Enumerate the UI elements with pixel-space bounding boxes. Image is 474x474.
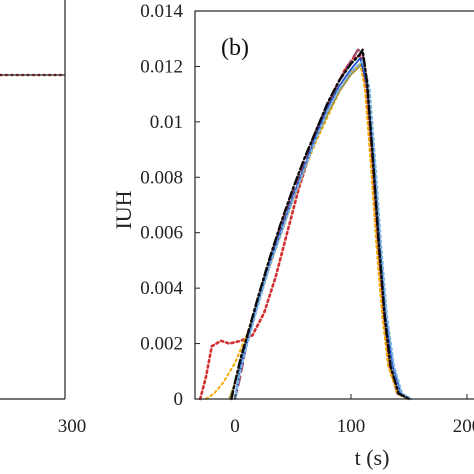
series-line-2 — [233, 48, 411, 401]
right-panel-x-axis: 0 100 200 — [230, 394, 474, 437]
right-panel: 0 0.002 0.004 0.006 0.008 0.01 0.012 0.014 0 100… — [111, 1, 474, 470]
x-tick-label: 0 — [230, 416, 240, 437]
y-tick-label: 0.014 — [140, 1, 183, 22]
left-panel: 300 — [0, 0, 86, 437]
right-panel-series — [198, 48, 413, 401]
y-tick-label: 0 — [174, 389, 184, 410]
series-line-7 — [230, 48, 411, 401]
panel-label-b: (b) — [221, 35, 249, 61]
right-panel-frame — [194, 10, 474, 400]
x-axis-label: t (s) — [355, 445, 390, 470]
y-axis-label: IUH — [111, 190, 136, 229]
x-tick-label: 200 — [453, 416, 474, 437]
series-line-4 — [228, 62, 410, 400]
right-panel-y-axis: 0 0.002 0.004 0.006 0.008 0.01 0.012 0.014 — [140, 1, 200, 410]
left-panel-x-tick-label-300: 300 — [58, 416, 87, 437]
y-tick-label: 0.012 — [140, 56, 183, 77]
y-tick-label: 0.002 — [140, 334, 183, 355]
y-tick-label: 0.004 — [140, 278, 183, 299]
y-tick-label: 0.01 — [150, 112, 183, 133]
y-tick-label: 0.008 — [140, 167, 183, 188]
y-tick-label: 0.006 — [140, 223, 183, 244]
series-line-6 — [233, 59, 413, 401]
series-line-3 — [205, 62, 410, 400]
x-tick-label: 100 — [337, 416, 366, 437]
series-line-5 — [234, 57, 413, 400]
